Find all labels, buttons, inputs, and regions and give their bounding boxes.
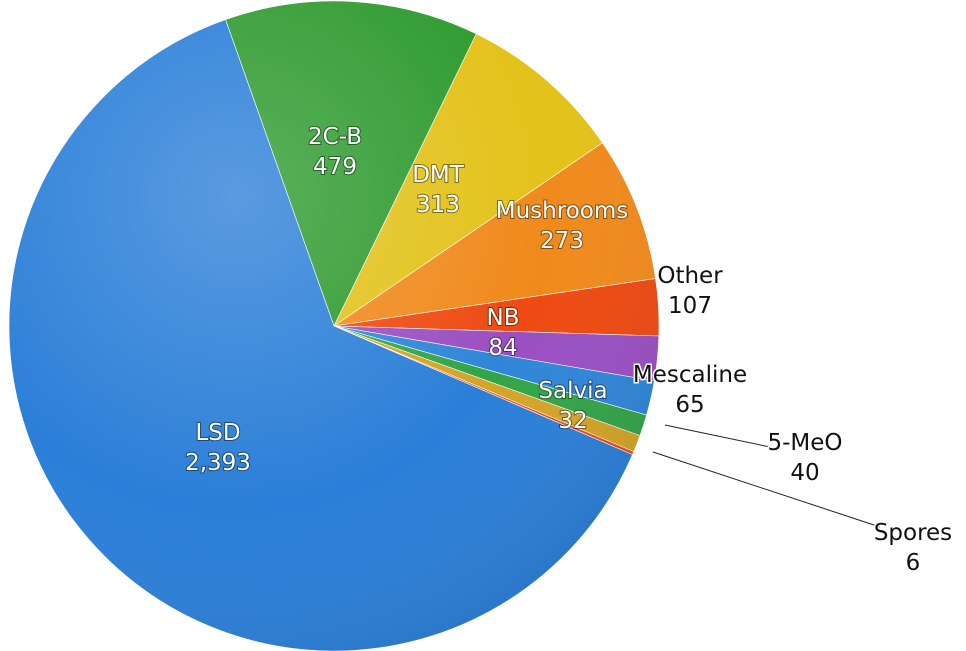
slice-value-other: 107 (668, 293, 712, 319)
slice-label-nb: NB (487, 305, 520, 331)
slice-value-2c-b: 479 (313, 154, 357, 180)
slice-label-salvia: Salvia (538, 378, 607, 404)
leader-line-spores (652, 451, 881, 528)
leader-lines (652, 424, 881, 528)
slice-label-mushrooms: Mushrooms (496, 198, 628, 224)
slice-labels: LSD 2,393 2C-B 479 DMT 313 Mushrooms 273 Other 10… (184, 123, 954, 578)
slice-label-dmt: DMT (412, 162, 465, 188)
leader-line-5-meo (664, 424, 771, 448)
slice-value-spores: 6 (906, 550, 921, 576)
slice-label-other: Other (657, 263, 723, 289)
slice-label-2c-b: 2C-B (308, 124, 362, 150)
slice-value-nb: 84 (488, 335, 517, 361)
pie-slices (8, 0, 660, 651)
slice-label-5-meo: 5-MeO (767, 430, 842, 456)
slice-value-mushrooms: 273 (540, 228, 584, 254)
slice-label-lsd: LSD (195, 420, 240, 446)
slice-value-dmt: 313 (416, 192, 460, 218)
slice-value-mescaline: 65 (675, 392, 704, 418)
slice-label-mescaline: Mescaline (633, 362, 747, 388)
slice-value-lsd: 2,393 (185, 450, 251, 476)
slice-label-spores: Spores (874, 520, 952, 546)
slice-value-5-meo: 40 (790, 460, 819, 486)
slice-value-salvia: 32 (558, 408, 587, 434)
